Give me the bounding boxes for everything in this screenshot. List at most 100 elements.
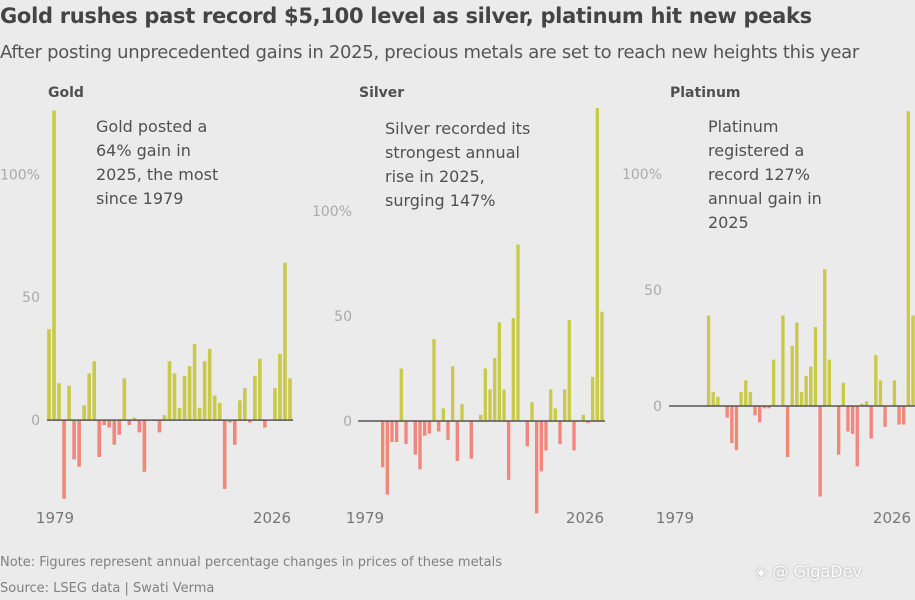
bar — [506, 421, 511, 480]
bar — [212, 395, 217, 421]
annotation-line: Platinum — [708, 117, 778, 136]
bar — [278, 353, 282, 421]
bar — [432, 339, 436, 422]
bar — [167, 361, 172, 421]
chart-subtitle: After posting unprecedented gains in 202… — [0, 42, 859, 63]
y-tick-label: 0 — [653, 399, 662, 415]
bar — [790, 345, 794, 407]
bar — [809, 366, 813, 407]
x-tick-label: 1979 — [36, 509, 74, 527]
annotation-line: 64% gain in — [96, 141, 191, 160]
bar — [422, 421, 427, 436]
annotation-line: rise in 2025, — [385, 167, 485, 186]
bar — [441, 408, 446, 422]
bar — [539, 421, 544, 472]
bar — [162, 415, 167, 421]
annotation-line: Gold posted a — [96, 117, 207, 136]
bar — [795, 322, 799, 407]
bar — [450, 366, 455, 422]
bar — [767, 406, 771, 409]
bar — [172, 373, 177, 421]
panel-title: Platinum — [670, 85, 741, 101]
bar — [753, 406, 757, 416]
bar — [502, 389, 506, 422]
bar — [525, 421, 530, 447]
bar — [77, 420, 81, 467]
bar — [102, 420, 107, 426]
y-tick-label: 50 — [22, 290, 40, 306]
bar — [818, 406, 822, 497]
bar — [497, 322, 502, 422]
bar — [864, 401, 869, 407]
bar — [469, 421, 474, 459]
bar — [446, 421, 450, 440]
annotation-line: registered a — [708, 141, 804, 160]
bar — [202, 361, 207, 421]
bar — [711, 392, 715, 407]
x-tick-label: 1979 — [346, 509, 384, 527]
bar — [841, 382, 845, 407]
bar — [878, 380, 883, 407]
bar — [855, 406, 859, 467]
bar — [97, 420, 102, 457]
annotation-line: surging 147% — [385, 191, 496, 210]
bar — [288, 378, 292, 421]
bar — [488, 389, 492, 422]
bar — [243, 388, 247, 421]
bar — [478, 414, 483, 422]
bar — [567, 320, 572, 422]
bar — [869, 406, 873, 439]
bar — [72, 420, 76, 460]
bar — [572, 421, 576, 451]
bar — [399, 368, 404, 422]
bar — [548, 389, 553, 422]
bar — [558, 421, 562, 445]
footnote: Note: Figures represent annual percentag… — [0, 555, 503, 570]
bar — [600, 311, 604, 422]
bar — [850, 406, 855, 434]
panel-title: Silver — [359, 85, 404, 101]
annotation-line: record 127% — [708, 165, 810, 184]
annotation-line: since 1979 — [96, 189, 183, 208]
bar — [413, 421, 418, 455]
bar — [217, 402, 222, 421]
bar — [483, 368, 488, 422]
bar — [192, 343, 197, 421]
bar — [62, 420, 66, 499]
x-tick-label: 2026 — [253, 509, 291, 527]
bar — [47, 329, 51, 421]
bar — [137, 420, 142, 433]
bar — [197, 407, 202, 421]
binance-icon: ◈ — [755, 562, 768, 581]
bar — [52, 110, 56, 421]
bar — [813, 327, 818, 407]
bar — [248, 420, 252, 423]
bar — [586, 421, 590, 424]
bar — [748, 392, 753, 407]
bar — [544, 421, 548, 451]
bar — [237, 400, 242, 421]
bar — [232, 420, 237, 445]
bar — [785, 406, 790, 458]
bar — [455, 421, 460, 461]
bar — [207, 348, 212, 421]
y-tick-label: 50 — [334, 309, 352, 325]
bar — [846, 406, 850, 432]
bar — [725, 406, 729, 418]
annotation-line: Silver recorded its — [385, 119, 530, 138]
bar — [436, 421, 441, 432]
bar — [92, 361, 96, 421]
bar — [734, 406, 739, 451]
y-tick-label: 100% — [312, 204, 352, 220]
bar — [157, 420, 162, 433]
bar — [117, 420, 122, 435]
bar — [758, 406, 762, 423]
bar — [492, 357, 497, 422]
bar — [460, 404, 464, 422]
bar — [82, 405, 86, 421]
y-tick-label: 100% — [622, 167, 662, 183]
bar — [122, 378, 127, 421]
watermark-logo: ◈ @ GigaDev — [755, 562, 862, 581]
bar — [258, 358, 262, 421]
